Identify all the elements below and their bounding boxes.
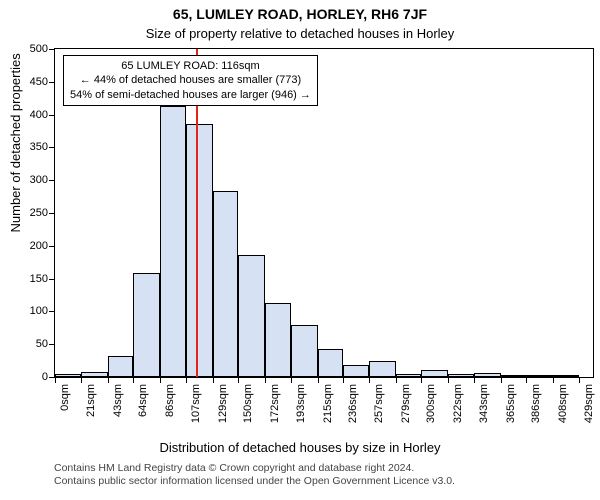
x-tick-label: 322sqm: [452, 384, 464, 423]
x-tick-label: 300sqm: [425, 384, 437, 423]
y-tick-label: 100: [30, 305, 48, 317]
y-tick: [49, 311, 54, 312]
x-tick-label: 386sqm: [530, 384, 542, 423]
x-tick: [501, 378, 502, 383]
footer-line1: Contains HM Land Registry data © Crown c…: [54, 462, 594, 475]
x-tick: [448, 378, 449, 383]
histogram-bar: [369, 361, 396, 377]
annotation-line2: ← 44% of detached houses are smaller (77…: [70, 73, 311, 87]
histogram-bar: [448, 374, 474, 377]
x-tick: [238, 378, 239, 383]
x-tick-label: 129sqm: [217, 384, 229, 423]
x-tick-label: 215sqm: [322, 384, 334, 423]
histogram-bar: [81, 372, 108, 377]
title-address: 65, LUMLEY ROAD, HORLEY, RH6 7JF: [0, 6, 600, 22]
x-tick-label: 64sqm: [137, 384, 149, 417]
histogram-bar: [343, 365, 369, 377]
x-tick-label: 429sqm: [583, 384, 595, 423]
y-tick: [49, 246, 54, 247]
title-subtitle: Size of property relative to detached ho…: [0, 26, 600, 41]
x-tick: [186, 378, 187, 383]
y-tick-label: 350: [30, 141, 48, 153]
y-tick: [49, 147, 54, 148]
histogram-bar: [265, 303, 291, 377]
x-tick-label: 236sqm: [347, 384, 359, 423]
histogram-bar: [526, 375, 553, 377]
x-tick-label: 343sqm: [478, 384, 490, 423]
histogram-bar: [396, 374, 422, 377]
x-tick-label: 150sqm: [242, 384, 254, 423]
x-tick: [318, 378, 319, 383]
x-tick: [108, 378, 109, 383]
histogram-bar: [108, 356, 134, 377]
histogram-bar: [55, 374, 81, 377]
y-tick: [49, 344, 54, 345]
x-tick: [291, 378, 292, 383]
histogram-bar: [318, 349, 344, 377]
y-tick-label: 0: [42, 371, 48, 383]
x-tick-label: 365sqm: [505, 384, 517, 423]
annotation-line3: 54% of semi-detached houses are larger (…: [70, 88, 311, 102]
x-tick: [526, 378, 527, 383]
histogram-bar: [160, 106, 186, 377]
chart-container: 65, LUMLEY ROAD, HORLEY, RH6 7JF Size of…: [0, 0, 600, 500]
y-axis-label: Number of detached properties: [8, 53, 23, 232]
x-tick: [474, 378, 475, 383]
y-tick-label: 200: [30, 240, 48, 252]
histogram-bar: [501, 375, 527, 377]
x-tick-label: 21sqm: [85, 384, 97, 417]
y-tick-label: 150: [30, 273, 48, 285]
histogram-bar: [474, 373, 501, 377]
y-tick-label: 400: [30, 109, 48, 121]
y-tick: [49, 279, 54, 280]
y-tick: [49, 377, 54, 378]
y-tick: [49, 115, 54, 116]
histogram-bar: [238, 255, 265, 377]
x-tick-label: 279sqm: [400, 384, 412, 423]
x-tick: [579, 378, 580, 383]
y-tick-label: 500: [30, 43, 48, 55]
x-tick: [421, 378, 422, 383]
y-tick: [49, 180, 54, 181]
x-tick: [265, 378, 266, 383]
footer: Contains HM Land Registry data © Crown c…: [54, 462, 594, 488]
x-tick: [81, 378, 82, 383]
x-tick: [553, 378, 554, 383]
x-tick-label: 172sqm: [269, 384, 281, 423]
histogram-bar: [186, 124, 213, 377]
y-tick: [49, 82, 54, 83]
x-tick-label: 86sqm: [164, 384, 176, 417]
histogram-bar: [213, 191, 239, 377]
histogram-bar: [291, 325, 318, 377]
plot-area: 65 LUMLEY ROAD: 116sqm ← 44% of detached…: [54, 48, 594, 378]
y-tick-label: 50: [36, 338, 48, 350]
footer-line2: Contains public sector information licen…: [54, 475, 594, 488]
x-tick-label: 408sqm: [557, 384, 569, 423]
x-tick: [160, 378, 161, 383]
y-tick: [49, 49, 54, 50]
histogram-bar: [133, 273, 160, 377]
x-tick: [343, 378, 344, 383]
x-tick-label: 107sqm: [190, 384, 202, 423]
y-tick-label: 300: [30, 174, 48, 186]
x-axis-label: Distribution of detached houses by size …: [0, 440, 600, 455]
x-tick: [396, 378, 397, 383]
histogram-bar: [421, 370, 448, 377]
y-tick-label: 450: [30, 76, 48, 88]
x-tick: [369, 378, 370, 383]
x-tick-label: 193sqm: [295, 384, 307, 423]
annotation-line1: 65 LUMLEY ROAD: 116sqm: [70, 59, 311, 73]
histogram-bar: [553, 375, 579, 377]
x-tick: [55, 378, 56, 383]
y-tick-label: 250: [30, 207, 48, 219]
x-tick-label: 0sqm: [59, 384, 71, 411]
x-tick-label: 43sqm: [112, 384, 124, 417]
x-tick: [133, 378, 134, 383]
annotation-box: 65 LUMLEY ROAD: 116sqm ← 44% of detached…: [63, 55, 318, 106]
y-tick: [49, 213, 54, 214]
x-tick: [213, 378, 214, 383]
x-tick-label: 257sqm: [373, 384, 385, 423]
